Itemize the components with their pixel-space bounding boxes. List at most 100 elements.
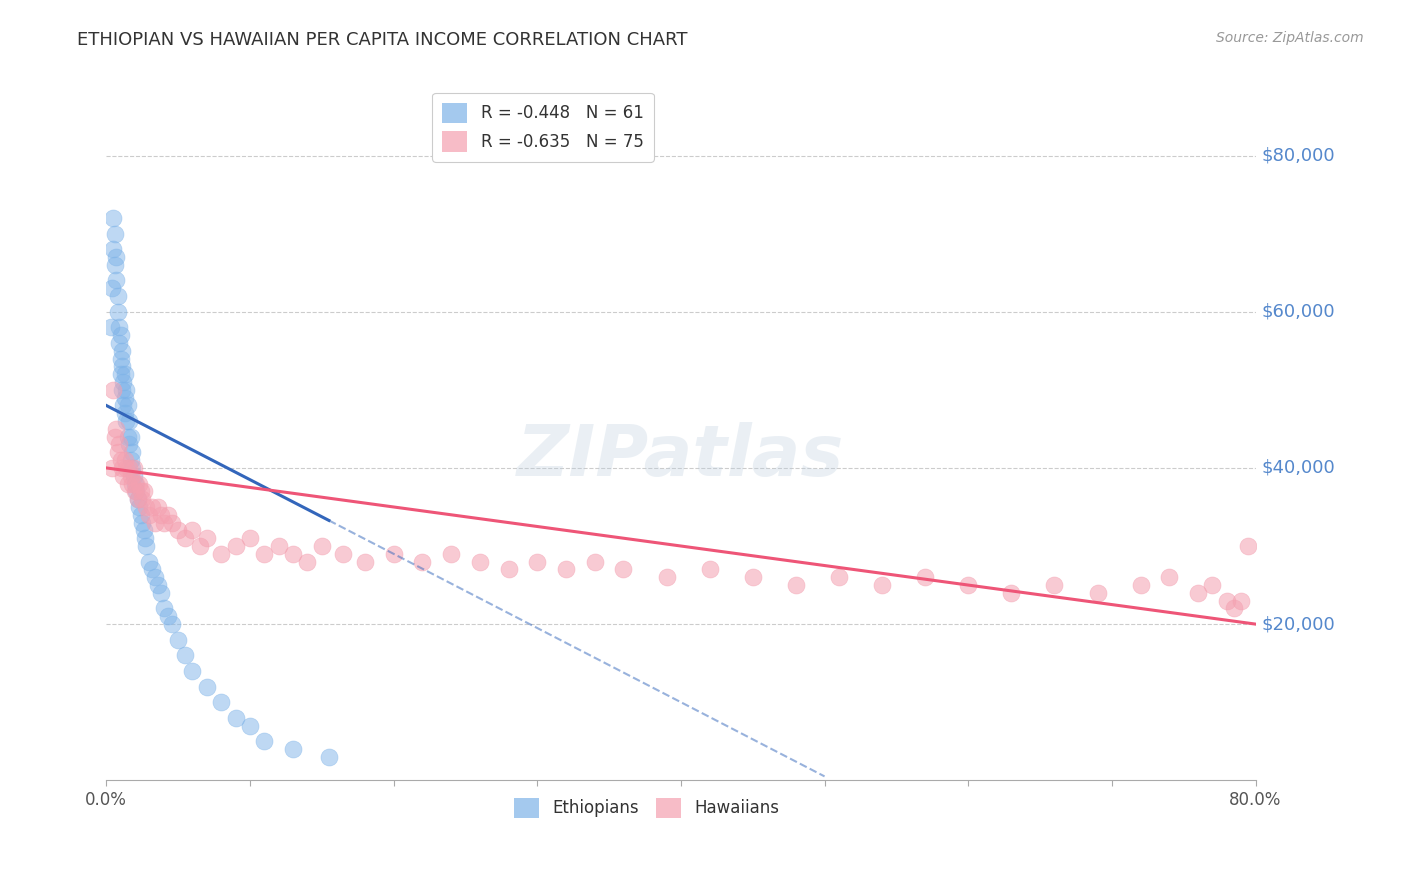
Point bbox=[1043, 578, 1066, 592]
Point bbox=[100, 320, 122, 334]
Point bbox=[612, 562, 634, 576]
Point bbox=[141, 562, 163, 576]
Point bbox=[225, 539, 247, 553]
Point bbox=[104, 430, 127, 444]
Point bbox=[103, 383, 125, 397]
Point bbox=[195, 531, 218, 545]
Point bbox=[120, 453, 142, 467]
Point bbox=[440, 547, 463, 561]
Point bbox=[125, 484, 148, 499]
Point bbox=[111, 461, 134, 475]
Point bbox=[117, 476, 139, 491]
Point bbox=[181, 664, 204, 678]
Point bbox=[1237, 539, 1260, 553]
Point bbox=[382, 547, 405, 561]
Point bbox=[914, 570, 936, 584]
Point bbox=[103, 242, 125, 256]
Point bbox=[108, 320, 131, 334]
Point bbox=[149, 586, 172, 600]
Point bbox=[107, 304, 129, 318]
Point bbox=[115, 414, 138, 428]
Point bbox=[129, 484, 152, 499]
Point bbox=[108, 437, 131, 451]
Point bbox=[122, 468, 145, 483]
Point bbox=[127, 492, 149, 507]
Point bbox=[138, 508, 160, 522]
Point bbox=[167, 524, 190, 538]
Point bbox=[118, 414, 141, 428]
Point bbox=[143, 516, 166, 530]
Point bbox=[124, 484, 146, 499]
Point bbox=[115, 461, 138, 475]
Point bbox=[117, 430, 139, 444]
Point bbox=[120, 430, 142, 444]
Point bbox=[107, 289, 129, 303]
Point bbox=[104, 227, 127, 241]
Point bbox=[1230, 593, 1253, 607]
Point bbox=[111, 359, 134, 374]
Point bbox=[281, 547, 304, 561]
Point bbox=[156, 508, 179, 522]
Point bbox=[281, 742, 304, 756]
Point bbox=[1216, 593, 1239, 607]
Point bbox=[114, 406, 136, 420]
Text: ZIPatlas: ZIPatlas bbox=[517, 423, 845, 491]
Point bbox=[167, 632, 190, 647]
Point bbox=[353, 555, 375, 569]
Point bbox=[114, 453, 136, 467]
Point bbox=[174, 531, 197, 545]
Point bbox=[105, 250, 128, 264]
Point bbox=[101, 281, 124, 295]
Text: $40,000: $40,000 bbox=[1261, 458, 1336, 477]
Point bbox=[162, 617, 184, 632]
Point bbox=[110, 453, 132, 467]
Point bbox=[110, 368, 132, 382]
Point bbox=[121, 476, 143, 491]
Point bbox=[311, 539, 333, 553]
Point bbox=[870, 578, 893, 592]
Point bbox=[149, 508, 172, 522]
Point bbox=[1223, 601, 1246, 615]
Point bbox=[957, 578, 980, 592]
Point bbox=[101, 461, 124, 475]
Point bbox=[152, 516, 174, 530]
Point bbox=[1187, 586, 1209, 600]
Point bbox=[468, 555, 491, 569]
Point bbox=[124, 476, 146, 491]
Point bbox=[699, 562, 721, 576]
Point bbox=[1087, 586, 1109, 600]
Point bbox=[267, 539, 290, 553]
Point bbox=[209, 695, 232, 709]
Point bbox=[239, 718, 262, 732]
Point bbox=[225, 711, 247, 725]
Point bbox=[117, 399, 139, 413]
Point bbox=[297, 555, 319, 569]
Point bbox=[131, 516, 153, 530]
Point bbox=[128, 500, 150, 514]
Point bbox=[188, 539, 211, 553]
Point bbox=[114, 391, 136, 405]
Text: $20,000: $20,000 bbox=[1261, 615, 1336, 633]
Legend: Ethiopians, Hawaiians: Ethiopians, Hawaiians bbox=[508, 791, 786, 825]
Point bbox=[785, 578, 807, 592]
Point bbox=[146, 500, 169, 514]
Point bbox=[174, 648, 197, 663]
Text: $60,000: $60,000 bbox=[1261, 302, 1334, 321]
Point bbox=[112, 399, 135, 413]
Point bbox=[127, 492, 149, 507]
Point bbox=[152, 601, 174, 615]
Point bbox=[115, 383, 138, 397]
Point bbox=[111, 383, 134, 397]
Point bbox=[143, 570, 166, 584]
Point bbox=[134, 531, 156, 545]
Point bbox=[828, 570, 851, 584]
Point bbox=[411, 555, 433, 569]
Point bbox=[103, 211, 125, 225]
Point bbox=[111, 343, 134, 358]
Point bbox=[129, 508, 152, 522]
Point bbox=[209, 547, 232, 561]
Point bbox=[1000, 586, 1022, 600]
Point bbox=[146, 578, 169, 592]
Point bbox=[655, 570, 678, 584]
Point bbox=[526, 555, 548, 569]
